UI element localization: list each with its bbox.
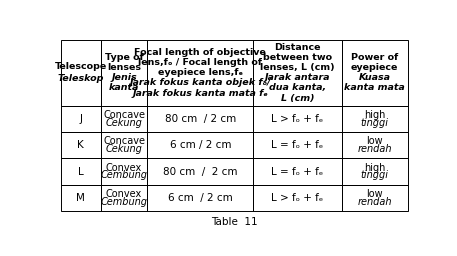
Text: J: J: [79, 114, 82, 124]
Bar: [253, 40, 342, 106]
Text: high: high: [364, 110, 385, 120]
Text: Convex: Convex: [106, 163, 142, 173]
Text: Type of: Type of: [105, 53, 143, 62]
Text: L: L: [78, 167, 84, 177]
Bar: [253, 106, 342, 132]
Bar: [61, 40, 101, 106]
Bar: [148, 158, 253, 185]
Text: 6 cm / 2 cm: 6 cm / 2 cm: [170, 140, 231, 150]
Text: rendah: rendah: [357, 197, 392, 207]
Text: eyepiece lens,fₑ: eyepiece lens,fₑ: [158, 68, 243, 77]
Text: Distance: Distance: [274, 42, 321, 51]
Bar: [101, 158, 148, 185]
Text: lens,fₒ / Focal length of: lens,fₒ / Focal length of: [138, 58, 262, 67]
Bar: [101, 106, 148, 132]
Bar: [253, 185, 342, 211]
Text: between two: between two: [263, 53, 332, 62]
Bar: [253, 158, 342, 185]
Bar: [61, 158, 101, 185]
Text: Cembung: Cembung: [101, 197, 148, 207]
Text: Cembung: Cembung: [101, 170, 148, 180]
Text: Concave: Concave: [103, 110, 145, 120]
Bar: [61, 106, 101, 132]
Text: L (cm): L (cm): [281, 94, 314, 103]
Text: Kuasa: Kuasa: [359, 73, 391, 82]
Text: Table  11: Table 11: [211, 217, 258, 227]
Text: high: high: [364, 163, 385, 173]
Bar: [61, 185, 101, 211]
Text: M: M: [76, 193, 85, 203]
Bar: [342, 40, 408, 106]
Text: 80 cm  / 2 cm: 80 cm / 2 cm: [165, 114, 236, 124]
Bar: [342, 185, 408, 211]
Bar: [101, 40, 148, 106]
Text: Teleskop: Teleskop: [58, 74, 104, 83]
Text: Focal length of objective: Focal length of objective: [134, 48, 266, 57]
Bar: [342, 132, 408, 158]
Text: tinggi: tinggi: [361, 118, 389, 128]
Text: dua kanta,: dua kanta,: [269, 83, 326, 92]
Text: Cekung: Cekung: [106, 144, 143, 154]
Bar: [342, 106, 408, 132]
Bar: [148, 106, 253, 132]
Bar: [101, 132, 148, 158]
Text: Cekung: Cekung: [106, 118, 143, 128]
Text: lenses: lenses: [107, 63, 141, 72]
Text: L > fₒ + fₑ: L > fₒ + fₑ: [271, 193, 324, 203]
Text: Jarak fokus kanta objek fₒ/: Jarak fokus kanta objek fₒ/: [129, 78, 271, 87]
Bar: [148, 132, 253, 158]
Text: Jenis: Jenis: [111, 73, 137, 82]
Text: L = fₒ + fₑ: L = fₒ + fₑ: [271, 140, 324, 150]
Bar: [253, 132, 342, 158]
Text: L > fₒ + fₑ: L > fₒ + fₑ: [271, 114, 324, 124]
Bar: [61, 132, 101, 158]
Bar: [148, 40, 253, 106]
Text: eyepiece: eyepiece: [351, 63, 399, 72]
Text: Telescope: Telescope: [54, 62, 107, 71]
Text: lenses, L (cm): lenses, L (cm): [260, 63, 335, 72]
Text: kanta mata: kanta mata: [345, 83, 405, 92]
Bar: [101, 185, 148, 211]
Text: Jarak antara: Jarak antara: [265, 73, 330, 82]
Text: Jarak fokus kanta mata fₑ: Jarak fokus kanta mata fₑ: [133, 89, 268, 98]
Text: Power of: Power of: [351, 53, 399, 62]
Text: low: low: [367, 136, 383, 146]
Text: kanta: kanta: [109, 83, 139, 92]
Text: L = fₒ + fₑ: L = fₒ + fₑ: [271, 167, 324, 177]
Text: rendah: rendah: [357, 144, 392, 154]
Text: tinggi: tinggi: [361, 170, 389, 180]
Bar: [148, 185, 253, 211]
Text: Concave: Concave: [103, 136, 145, 146]
Text: low: low: [367, 189, 383, 199]
Bar: [342, 158, 408, 185]
Text: Convex: Convex: [106, 189, 142, 199]
Text: K: K: [77, 140, 84, 150]
Text: 6 cm  / 2 cm: 6 cm / 2 cm: [168, 193, 233, 203]
Text: 80 cm  /  2 cm: 80 cm / 2 cm: [163, 167, 238, 177]
